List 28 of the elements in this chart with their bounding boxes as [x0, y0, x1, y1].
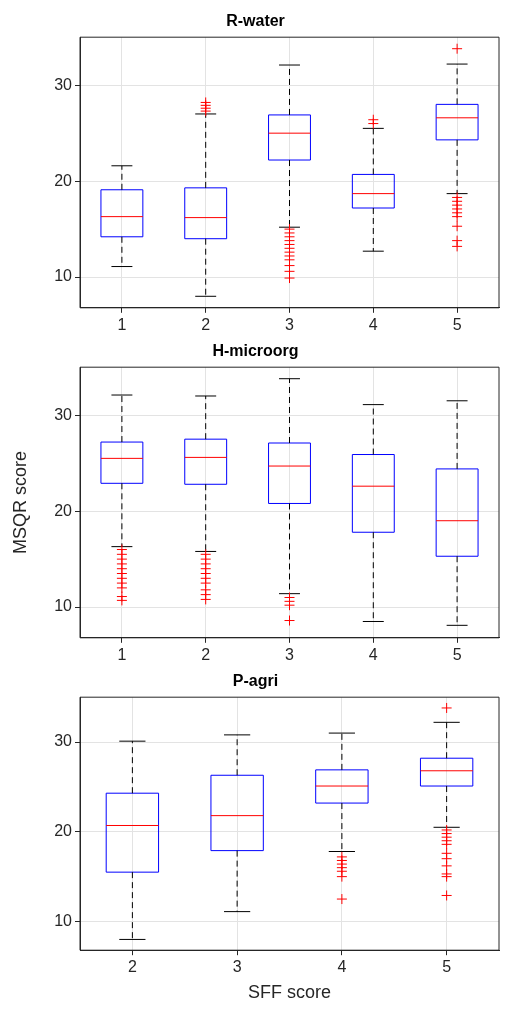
x-tick-label: 2	[201, 645, 211, 663]
y-tick-label: 10	[54, 267, 73, 285]
x-tick-label: 5	[452, 645, 462, 663]
y-tick-label: 20	[54, 501, 73, 519]
x-tick-label: 4	[368, 315, 378, 333]
x-axis-title: SFF score	[247, 982, 332, 1003]
x-tick-label: 3	[285, 315, 295, 333]
y-tick-label: 30	[54, 732, 73, 750]
y-tick-label: 10	[54, 911, 73, 929]
x-tick-label: 1	[117, 315, 127, 333]
y-tick-label: 30	[54, 405, 73, 423]
y-tick-label: 20	[54, 822, 73, 840]
chart-title: H-microorg	[212, 342, 299, 360]
y-axis-title: MSQR score	[9, 450, 30, 555]
x-tick-label: 2	[201, 315, 211, 333]
x-tick-label: 3	[285, 645, 295, 663]
chart-title: R-water	[226, 12, 285, 30]
y-tick-label: 20	[54, 171, 73, 189]
x-tick-label: 3	[232, 958, 242, 976]
x-tick-label: 5	[452, 315, 462, 333]
y-tick-label: 30	[54, 75, 73, 93]
y-tick-label: 10	[54, 597, 73, 615]
x-tick-label: 4	[368, 645, 378, 663]
x-tick-label: 2	[127, 958, 137, 976]
x-tick-label: 5	[442, 958, 452, 976]
x-tick-label: 4	[337, 958, 347, 976]
chart-title: P-agri	[232, 672, 279, 690]
x-tick-label: 1	[117, 645, 127, 663]
